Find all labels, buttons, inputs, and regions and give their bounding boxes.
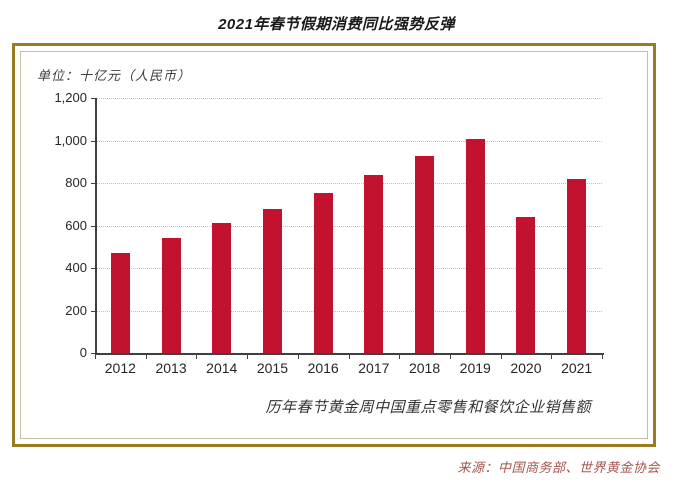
y-tick-label: 200 (65, 302, 87, 318)
x-axis-tick (348, 355, 350, 359)
x-tick-label: 2021 (561, 360, 593, 376)
y-tick-label: 600 (65, 217, 87, 233)
y-axis-tick (91, 183, 95, 184)
x-axis-tick (247, 355, 249, 359)
bar-2020 (516, 217, 536, 353)
bar-2013 (161, 238, 181, 353)
gridline (95, 268, 602, 269)
x-tick-label: 2015 (256, 360, 289, 376)
bar-chart-plot: 0 200 400 600 800 1,000 1,200 2012 2013 2014 2015 2… (21, 52, 647, 438)
y-tick-label: 1,200 (54, 90, 87, 105)
x-axis-tick (399, 355, 401, 359)
bar-2018 (415, 156, 435, 353)
gridline (95, 140, 602, 142)
x-axis-tick (196, 355, 198, 359)
x-tick-label: 2014 (206, 360, 238, 376)
source-attribution: 来源：中国商务部、世界黄金协会 (457, 460, 660, 475)
gridline (95, 225, 602, 227)
x-axis-line (95, 353, 604, 355)
y-axis-tick (91, 310, 95, 312)
y-tick-label: 1,000 (54, 132, 87, 148)
x-tick-label: 2012 (104, 360, 136, 376)
x-tick-label: 2017 (358, 360, 390, 376)
axis-unit-label: 单位：十亿元（人民币） (37, 68, 192, 83)
gridline (95, 183, 602, 184)
chart-subtitle-annotation: 历年春节黄金周中国重点零售和餐饮企业销售额 (265, 400, 591, 416)
y-tick-label: 400 (65, 260, 87, 275)
x-tick-label: 2020 (510, 360, 542, 376)
y-axis-tick (91, 98, 95, 99)
bar-2012 (110, 253, 130, 353)
y-tick-label: 0 (79, 345, 87, 360)
x-tick-label: 2019 (459, 360, 491, 376)
bar-2016 (313, 192, 333, 353)
bar-2014 (212, 223, 232, 353)
x-axis-tick (602, 355, 603, 359)
bar-2017 (364, 174, 384, 353)
x-axis-tick (145, 355, 147, 359)
y-axis-line (95, 98, 97, 353)
gridline (95, 98, 602, 99)
x-axis-tick (449, 355, 451, 359)
x-axis-tick (95, 355, 96, 359)
y-axis-tick (91, 353, 95, 354)
y-tick-label: 800 (65, 175, 87, 190)
x-tick-label: 2016 (307, 360, 339, 376)
x-axis-tick (297, 355, 299, 359)
y-axis-tick (91, 268, 95, 269)
y-axis-tick (91, 225, 95, 227)
bar-2019 (465, 139, 485, 353)
x-tick-label: 2013 (155, 360, 187, 376)
y-axis-tick (91, 140, 95, 142)
chart-title: 2021年春节假期消费同比强势反弹 (218, 16, 455, 33)
x-axis-tick (500, 355, 502, 359)
bar-2015 (262, 208, 282, 353)
x-tick-label: 2018 (408, 360, 441, 376)
chart-frame: 单位：十亿元（人民币） 0 200 400 600 800 1,000 1,200 2012 2… (12, 43, 656, 447)
bar-2021 (567, 178, 587, 353)
chart-inner-frame: 单位：十亿元（人民币） 0 200 400 600 800 1,000 1,200 2012 2… (20, 51, 648, 439)
x-axis-tick (551, 355, 553, 359)
gridline (95, 310, 602, 312)
